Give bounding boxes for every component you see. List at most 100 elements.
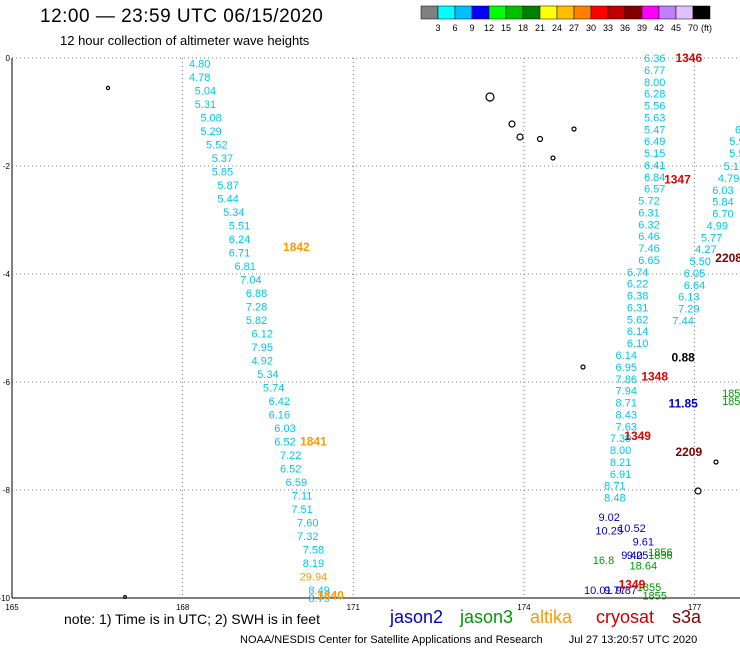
colorbar-tick: 33 — [603, 23, 613, 33]
x-tick-label: 177 — [688, 603, 702, 610]
pass-time-label: 1349 — [619, 578, 646, 592]
wave-height-label: 6.50 — [735, 124, 740, 136]
y-tick-label: -8 — [3, 486, 11, 495]
island-outline — [516, 133, 524, 141]
wave-height-label: 5.44 — [217, 193, 238, 205]
wave-height-label: 5.50 — [689, 256, 710, 268]
wave-height-label: 9.02 — [598, 512, 619, 524]
pass-time-label: 1842 — [283, 240, 310, 254]
legend-altika: altika — [530, 607, 573, 627]
wave-height-label: 6.52 — [280, 463, 301, 475]
wave-height-label: 8.00 — [610, 445, 631, 457]
wave-height-label: 5.52 — [206, 139, 227, 151]
island-outline — [485, 92, 495, 102]
wave-height-label: 7.29 — [678, 304, 699, 316]
wave-height-label: 4.99 — [707, 220, 728, 232]
wave-height-label: 1856 — [648, 550, 672, 562]
wave-height-label: 8.43 — [616, 409, 637, 421]
colorbar-tick: 36 — [620, 23, 630, 33]
plot-area: 165 168 171 174 177 0 -2 -4 -6 -8 -10 4.80 4.785.04 5… — [0, 51, 740, 610]
wave-height-label: 1856 — [648, 547, 672, 559]
wave-height-label: 7.58 — [303, 544, 324, 556]
wave-height-label: 5.82 — [246, 315, 267, 327]
pass-time-label: 1346 — [675, 51, 702, 65]
wave-height-label: 6.46 — [638, 231, 659, 243]
wave-height-label: 5.08 — [200, 112, 221, 124]
wave-height-label: 18.64 — [630, 561, 658, 573]
pass-time-label: 2209 — [675, 445, 702, 459]
wave-height-label: 6.59 — [286, 477, 307, 489]
wave-height-label: 8.71 — [616, 398, 637, 410]
wave-height-label: 6.12 — [252, 328, 273, 340]
wave-height-label: 10.52 — [618, 523, 646, 535]
wave-height-label: 5.17 — [724, 161, 740, 173]
wave-height-label: 5.55 — [729, 148, 740, 160]
colorbar-unit: (ft) — [701, 23, 712, 33]
wave-height-label: 7.46 — [638, 243, 659, 255]
colorbar-tick: 18 — [518, 23, 528, 33]
wave-height-label: 8.79 — [308, 593, 329, 605]
y-tick-label: -6 — [3, 378, 11, 387]
wave-height-label: 9.61 — [633, 536, 654, 548]
wave-height-label: 1857 — [722, 388, 740, 400]
island-outline — [508, 120, 516, 128]
wave-height-label: 29.94 — [300, 571, 328, 583]
colorbar-tick: 6 — [452, 23, 457, 33]
island-outline — [122, 594, 127, 599]
colorbar-tick: 21 — [535, 23, 545, 33]
colorbar-tick: 45 — [671, 23, 681, 33]
wave-height-label: 6.71 — [229, 247, 250, 259]
wave-height-label: 9.25 — [627, 550, 648, 562]
legend-jason2: jason2 — [390, 607, 444, 627]
wave-height-label: 6.74 — [627, 267, 648, 279]
wave-height-label: 6.32 — [638, 219, 659, 231]
wave-height-label: 6.84 — [644, 172, 665, 184]
pass-time-label: 1348 — [641, 370, 668, 384]
wave-height-label: 9.77 — [604, 585, 625, 597]
pass-time-label: 1347 — [664, 173, 691, 187]
wave-height-label: 1855 — [642, 590, 666, 602]
wave-height-label: 10.01 — [584, 585, 612, 597]
legend-s3a: s3a — [672, 607, 702, 627]
wave-height-label: 6.38 — [627, 291, 648, 303]
wave-height-label: 6.88 — [246, 288, 267, 300]
wave-height-label: 6.42 — [269, 396, 290, 408]
wave-height-label: 8.71 — [604, 481, 625, 493]
wave-height-label: 5.34 — [257, 369, 278, 381]
wave-height-label: 6.24 — [229, 234, 250, 246]
island-outline — [571, 126, 577, 132]
wave-height-label: 5.37 — [212, 153, 233, 165]
wave-height-label: 6.31 — [638, 207, 659, 219]
wave-height-label: 10.25 — [595, 526, 623, 538]
x-tick-label: 171 — [347, 603, 361, 610]
y-tick-label: -10 — [0, 594, 11, 603]
wave-height-label: 4.78 — [189, 72, 210, 84]
wave-height-label: 9.87 — [616, 585, 637, 597]
wave-height-label: 6.05 — [684, 268, 705, 280]
pass-time-label: 1841 — [300, 434, 327, 448]
x-tick-label: 168 — [176, 603, 190, 610]
wave-height-label: 4.92 — [252, 355, 273, 367]
wave-height-label: 6.65 — [638, 255, 659, 267]
wave-height-label: 5.47 — [644, 124, 665, 136]
wave-height-label: 6.28 — [644, 89, 665, 101]
wave-height-label: 7.86 — [616, 374, 637, 386]
wave-height-label: 7.51 — [291, 504, 312, 516]
footer-note: note: 1) Time is in UTC; 2) SWH is in fe… — [64, 611, 320, 627]
colorbar-tick: 24 — [552, 23, 562, 33]
wave-height-label: 4.79 — [718, 173, 739, 185]
wave-height-label: 5.56 — [644, 101, 665, 113]
wave-height-label: 7.04 — [240, 274, 261, 286]
wave-height-label: 6.16 — [269, 409, 290, 421]
colorbar-tick: 30 — [586, 23, 596, 33]
wave-height-label: 5.87 — [217, 180, 238, 192]
y-tick-label: 0 — [6, 54, 11, 63]
wave-height-label: 6.13 — [678, 292, 699, 304]
wave-height-label: 6.03 — [712, 185, 733, 197]
pass-time-label: 1349 — [624, 429, 651, 443]
island-outline — [536, 135, 544, 143]
wave-height-label: 5.04 — [195, 85, 216, 97]
credit-org: NOAA/NESDIS Center for Satellite Applica… — [240, 634, 543, 646]
wave-height-label: 5.62 — [627, 314, 648, 326]
